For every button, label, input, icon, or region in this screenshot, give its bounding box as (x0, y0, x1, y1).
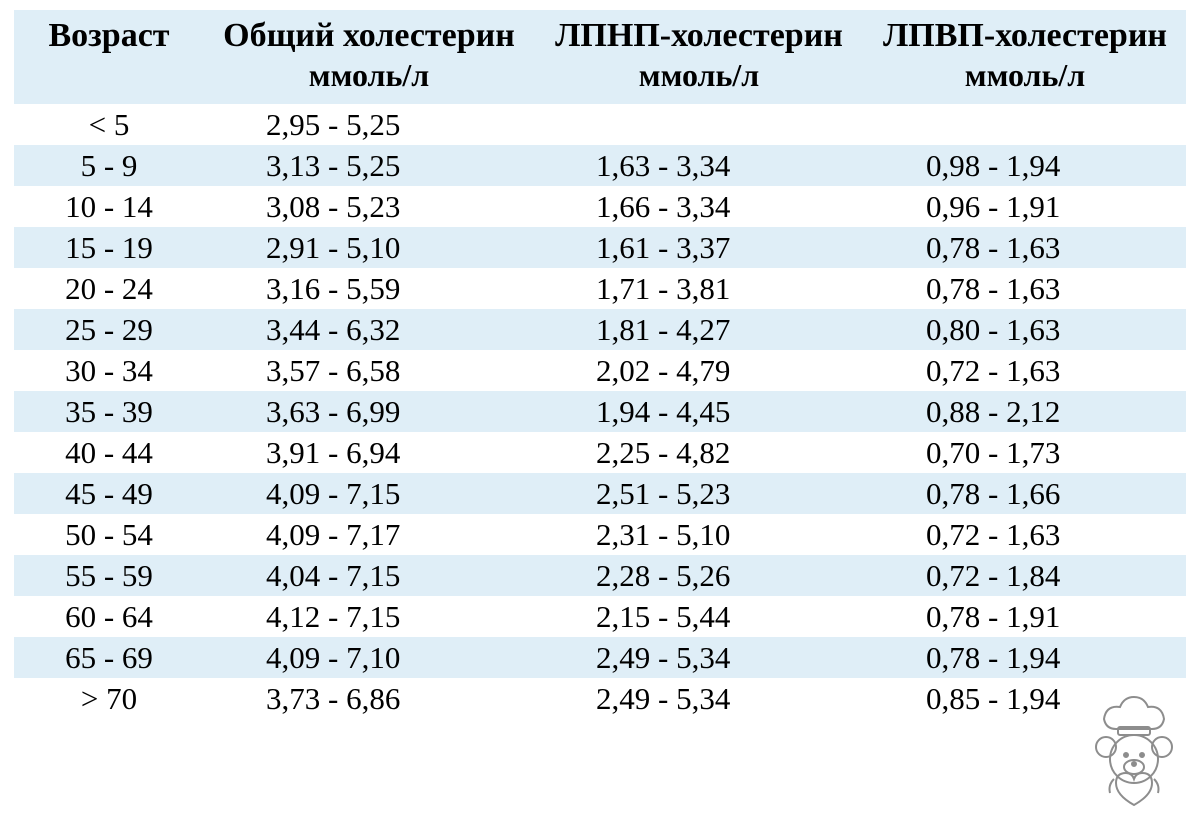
col-title: Общий холестерин (223, 17, 515, 54)
cell-tc: 3,63 - 6,99 (204, 391, 534, 432)
col-subtitle: ммоль/л (868, 57, 1182, 94)
cell-age: 30 - 34 (14, 350, 204, 391)
table-header-row: Возраст Общий холестерин ммоль/л ЛПНП-хо… (14, 10, 1186, 104)
cell-hdl: 0,72 - 1,63 (864, 514, 1186, 555)
table-row: 65 - 69 4,09 - 7,10 2,49 - 5,34 0,78 - 1… (14, 637, 1186, 678)
cell-tc: 3,44 - 6,32 (204, 309, 534, 350)
table-row: 45 - 49 4,09 - 7,15 2,51 - 5,23 0,78 - 1… (14, 473, 1186, 514)
cell-age: 20 - 24 (14, 268, 204, 309)
cell-hdl: 0,72 - 1,63 (864, 350, 1186, 391)
table-row: 5 - 9 3,13 - 5,25 1,63 - 3,34 0,98 - 1,9… (14, 145, 1186, 186)
cell-age: 40 - 44 (14, 432, 204, 473)
cell-tc: 4,09 - 7,17 (204, 514, 534, 555)
cell-ldl: 2,49 - 5,34 (534, 678, 864, 719)
cell-tc: 3,16 - 5,59 (204, 268, 534, 309)
cell-age: 25 - 29 (14, 309, 204, 350)
cell-age: 35 - 39 (14, 391, 204, 432)
table-row: < 5 2,95 - 5,25 (14, 104, 1186, 145)
cell-age: 45 - 49 (14, 473, 204, 514)
table-row: 15 - 19 2,91 - 5,10 1,61 - 3,37 0,78 - 1… (14, 227, 1186, 268)
cell-age: 15 - 19 (14, 227, 204, 268)
table-row: 60 - 64 4,12 - 7,15 2,15 - 5,44 0,78 - 1… (14, 596, 1186, 637)
cell-ldl: 2,49 - 5,34 (534, 637, 864, 678)
col-header-hdl: ЛПВП-холестерин ммоль/л (864, 10, 1186, 104)
cell-age: 60 - 64 (14, 596, 204, 637)
cell-ldl: 2,25 - 4,82 (534, 432, 864, 473)
cell-age: 5 - 9 (14, 145, 204, 186)
cell-tc: 4,12 - 7,15 (204, 596, 534, 637)
col-title: ЛПНП-холестерин (555, 17, 843, 54)
col-subtitle: ммоль/л (538, 57, 860, 94)
cell-hdl: 0,78 - 1,63 (864, 268, 1186, 309)
cell-age: < 5 (14, 104, 204, 145)
col-title: ЛПВП-холестерин (883, 17, 1167, 54)
cell-age: 55 - 59 (14, 555, 204, 596)
cell-ldl: 2,31 - 5,10 (534, 514, 864, 555)
table-row: 35 - 39 3,63 - 6,99 1,94 - 4,45 0,88 - 2… (14, 391, 1186, 432)
table-row: > 70 3,73 - 6,86 2,49 - 5,34 0,85 - 1,94 (14, 678, 1186, 719)
cell-ldl: 2,15 - 5,44 (534, 596, 864, 637)
table-row: 55 - 59 4,04 - 7,15 2,28 - 5,26 0,72 - 1… (14, 555, 1186, 596)
cell-hdl (864, 104, 1186, 145)
table-row: 30 - 34 3,57 - 6,58 2,02 - 4,79 0,72 - 1… (14, 350, 1186, 391)
cell-tc: 3,91 - 6,94 (204, 432, 534, 473)
cell-ldl: 2,28 - 5,26 (534, 555, 864, 596)
cell-tc: 3,73 - 6,86 (204, 678, 534, 719)
cell-tc: 3,08 - 5,23 (204, 186, 534, 227)
cell-age: 65 - 69 (14, 637, 204, 678)
cell-ldl: 1,63 - 3,34 (534, 145, 864, 186)
cell-ldl: 2,02 - 4,79 (534, 350, 864, 391)
cell-hdl: 0,78 - 1,63 (864, 227, 1186, 268)
cell-ldl: 1,94 - 4,45 (534, 391, 864, 432)
cell-age: > 70 (14, 678, 204, 719)
cell-tc: 3,13 - 5,25 (204, 145, 534, 186)
col-header-age: Возраст (14, 10, 204, 104)
cell-ldl: 1,66 - 3,34 (534, 186, 864, 227)
cell-hdl: 0,80 - 1,63 (864, 309, 1186, 350)
cell-hdl: 0,98 - 1,94 (864, 145, 1186, 186)
table-row: 20 - 24 3,16 - 5,59 1,71 - 3,81 0,78 - 1… (14, 268, 1186, 309)
col-title: Возраст (48, 17, 169, 54)
cell-hdl: 0,78 - 1,94 (864, 637, 1186, 678)
cell-hdl: 0,72 - 1,84 (864, 555, 1186, 596)
cell-ldl: 1,71 - 3,81 (534, 268, 864, 309)
col-header-total-cholesterol: Общий холестерин ммоль/л (204, 10, 534, 104)
cell-ldl: 1,61 - 3,37 (534, 227, 864, 268)
col-subtitle: ммоль/л (208, 57, 530, 94)
cell-hdl: 0,85 - 1,94 (864, 678, 1186, 719)
cell-ldl: 2,51 - 5,23 (534, 473, 864, 514)
cell-tc: 4,04 - 7,15 (204, 555, 534, 596)
table-row: 40 - 44 3,91 - 6,94 2,25 - 4,82 0,70 - 1… (14, 432, 1186, 473)
cell-ldl: 1,81 - 4,27 (534, 309, 864, 350)
cell-hdl: 0,88 - 2,12 (864, 391, 1186, 432)
table-row: 10 - 14 3,08 - 5,23 1,66 - 3,34 0,96 - 1… (14, 186, 1186, 227)
cell-tc: 2,91 - 5,10 (204, 227, 534, 268)
cell-tc: 2,95 - 5,25 (204, 104, 534, 145)
cell-ldl (534, 104, 864, 145)
cell-age: 10 - 14 (14, 186, 204, 227)
cell-age: 50 - 54 (14, 514, 204, 555)
cell-tc: 4,09 - 7,15 (204, 473, 534, 514)
col-header-ldl: ЛПНП-холестерин ммоль/л (534, 10, 864, 104)
cell-tc: 4,09 - 7,10 (204, 637, 534, 678)
table-row: 25 - 29 3,44 - 6,32 1,81 - 4,27 0,80 - 1… (14, 309, 1186, 350)
cell-hdl: 0,78 - 1,66 (864, 473, 1186, 514)
cell-tc: 3,57 - 6,58 (204, 350, 534, 391)
cholesterol-table: Возраст Общий холестерин ммоль/л ЛПНП-хо… (14, 10, 1186, 719)
table-row: 50 - 54 4,09 - 7,17 2,31 - 5,10 0,72 - 1… (14, 514, 1186, 555)
cell-hdl: 0,78 - 1,91 (864, 596, 1186, 637)
table-body: < 5 2,95 - 5,25 5 - 9 3,13 - 5,25 1,63 -… (14, 104, 1186, 719)
cell-hdl: 0,70 - 1,73 (864, 432, 1186, 473)
cell-hdl: 0,96 - 1,91 (864, 186, 1186, 227)
